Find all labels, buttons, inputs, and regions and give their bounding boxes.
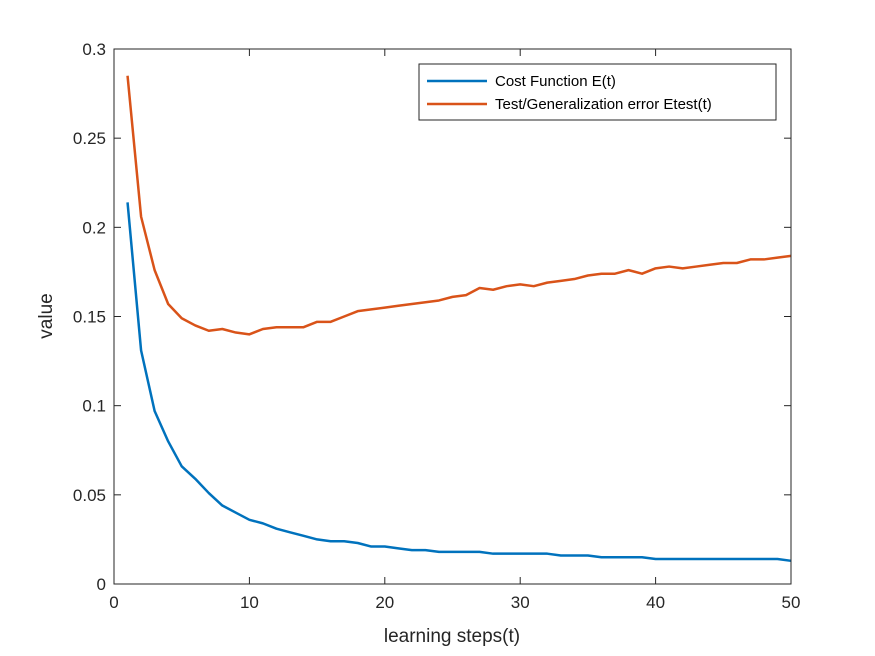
x-tick-label: 20 xyxy=(375,593,394,612)
y-tick-label: 0.15 xyxy=(73,308,106,327)
y-tick-label: 0.1 xyxy=(82,397,106,416)
series-line-cost-function xyxy=(126,202,792,563)
y-tick-label: 0 xyxy=(97,575,106,594)
y-tick-label: 0.05 xyxy=(73,486,106,505)
y-axis-label: value xyxy=(36,293,57,338)
series-layer xyxy=(126,75,792,563)
x-tick-label: 40 xyxy=(646,593,665,612)
x-tick-label: 10 xyxy=(240,593,259,612)
y-tick-label: 0.3 xyxy=(82,40,106,59)
legend-label-test-error: Test/Generalization error Etest(t) xyxy=(495,96,712,113)
series-line-test-error xyxy=(126,75,792,336)
x-axis-ticks: 0 10 20 30 40 50 xyxy=(109,49,800,612)
x-tick-label: 50 xyxy=(782,593,801,612)
y-tick-label: 0.2 xyxy=(82,218,106,237)
x-tick-label: 0 xyxy=(109,593,118,612)
y-tick-label: 0.25 xyxy=(73,129,106,148)
legend-label-cost-function: Cost Function E(t) xyxy=(495,73,616,90)
y-axis-ticks: 0 0.05 0.1 0.15 0.2 0.25 0.3 xyxy=(73,40,791,594)
legend: Cost Function E(t) Test/Generalization e… xyxy=(418,63,777,121)
plot-area xyxy=(114,49,791,584)
legend-box xyxy=(418,63,777,121)
x-tick-label: 30 xyxy=(511,593,530,612)
x-axis-label: learning steps(t) xyxy=(384,626,520,647)
